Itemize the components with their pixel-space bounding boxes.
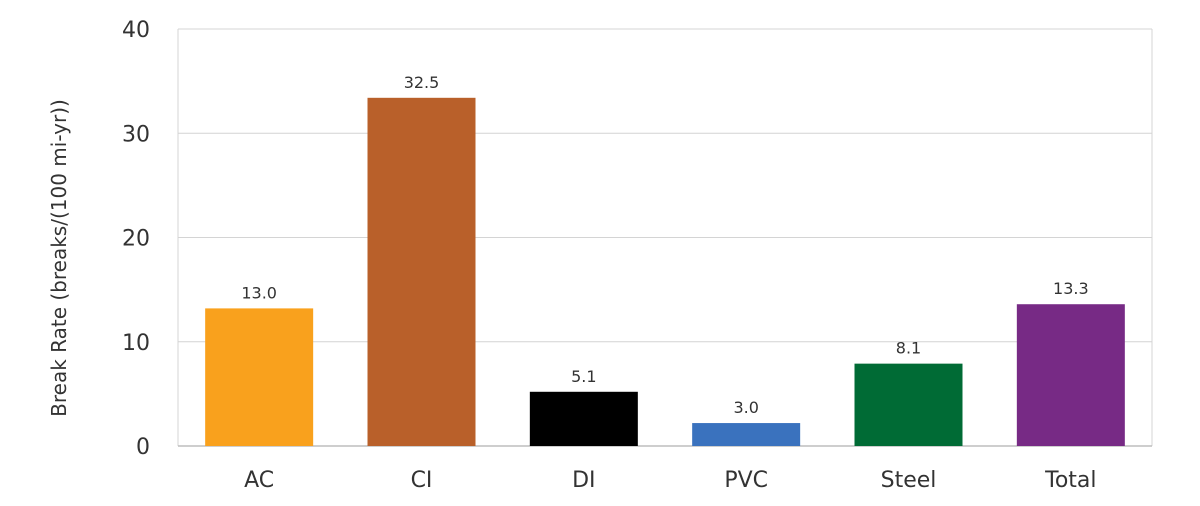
category-labels: AC CI DI PVC Steel Total [244,468,1096,493]
data-label-steel: 8.1 [896,339,921,358]
category-label-ac: AC [244,468,274,493]
y-tick-label-10: 10 [122,331,150,356]
gridlines [178,28,1152,343]
data-label-di: 5.1 [571,367,596,386]
y-axis-ticks: 0 10 20 30 40 [122,18,150,460]
y-axis-title: Break Rate (breaks/(100 mi-yr)) [47,99,71,417]
plot-frame [177,28,1153,447]
category-label-ci: CI [411,468,433,493]
category-label-pvc: PVC [724,468,768,493]
y-tick-label-40: 40 [122,18,150,43]
data-label-pvc: 3.0 [733,398,758,417]
data-label-total: 13.3 [1053,279,1089,298]
data-label-ci: 32.5 [404,73,440,92]
category-label-steel: Steel [881,468,937,493]
data-label-ac: 13.0 [241,283,277,302]
y-tick-label-0: 0 [136,435,150,460]
bar-ci [367,97,476,447]
bar-steel [854,363,963,446]
bar-ac [205,308,314,446]
bar-pvc [692,423,801,446]
y-tick-label-20: 20 [122,227,150,252]
data-labels: 13.0 32.5 5.1 3.0 8.1 13.3 [241,73,1088,417]
category-label-di: DI [572,468,595,493]
bars [205,97,1125,447]
y-tick-label-30: 30 [122,122,150,147]
bar-total [1016,304,1125,446]
bar-di [529,391,638,446]
category-label-total: Total [1044,468,1096,493]
